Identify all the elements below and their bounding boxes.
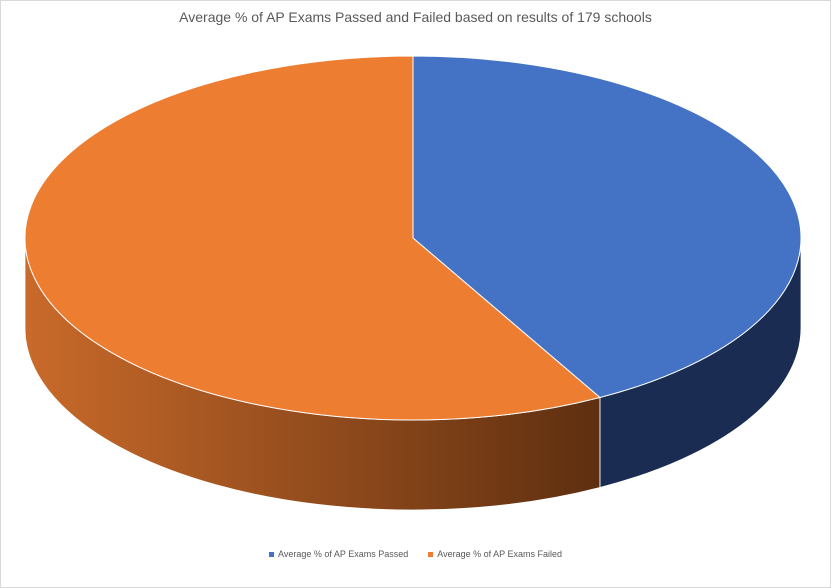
chart-title: Average % of AP Exams Passed and Failed … — [179, 9, 652, 25]
slice-failed[interactable] — [24, 55, 601, 421]
legend-label-failed: Average % of AP Exams Failed — [437, 549, 562, 559]
legend-swatch-passed — [269, 551, 274, 557]
legend-label-passed: Average % of AP Exams Passed — [278, 549, 409, 559]
pie-tops — [24, 55, 802, 421]
slice-passed[interactable] — [412, 55, 802, 399]
legend-swatch-failed — [428, 551, 434, 557]
legend-entry-passed[interactable]: Average % of AP Exams Passed — [269, 549, 408, 559]
legend: Average % of AP Exams Passed Average % o… — [1, 549, 830, 559]
legend-entry-failed[interactable]: Average % of AP Exams Failed — [428, 549, 562, 559]
pie-chart — [24, 55, 802, 511]
